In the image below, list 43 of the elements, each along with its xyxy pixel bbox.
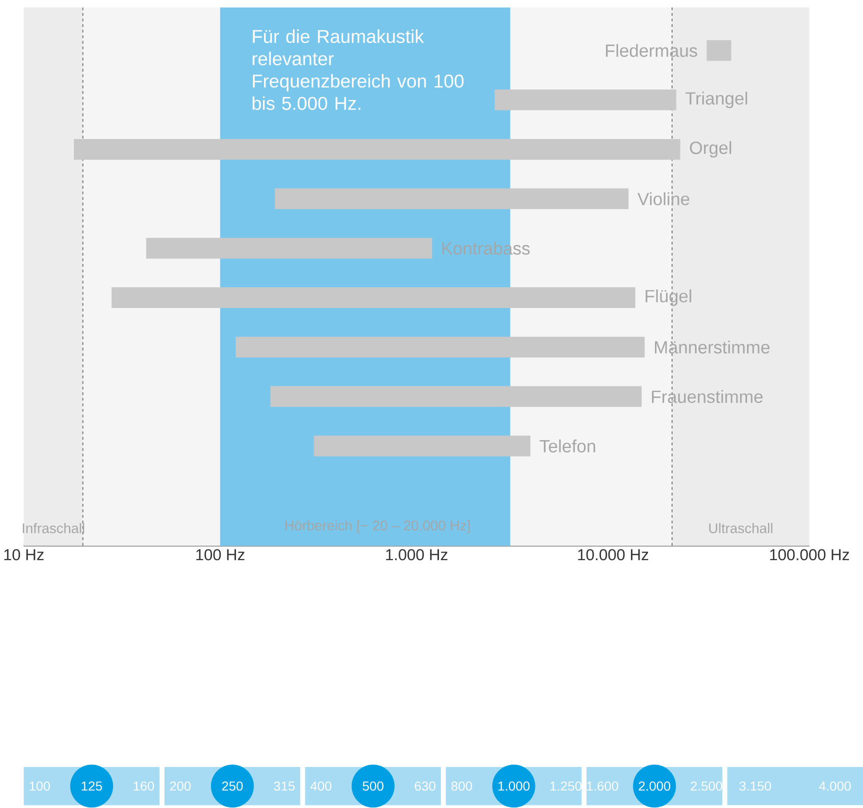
category-label: 1.250 [550,782,582,791]
category-label: 100 [30,782,50,791]
bar [274,188,629,210]
y-tick-label: Violine [637,192,690,206]
category-label: 400 [310,782,332,791]
bar [270,386,642,408]
bar [236,336,645,358]
category-label: 3.150 [739,782,772,791]
bar [146,238,432,259]
category-label: 1.000 [498,782,530,791]
band-label: Ultraschall [709,523,772,534]
category-label: 200 [170,782,191,791]
bar [706,40,732,62]
y-tick-label: Triangel [686,92,748,108]
x-tick-label: 10.000 Hz [578,549,648,561]
category-label: 315 [274,782,295,791]
category-label: 125 [82,782,102,791]
y-tick-label: Telefon [540,440,596,453]
y-tick-label: Frauenstimme [652,390,763,404]
bar [314,436,530,457]
category-label: 2.500 [690,782,722,791]
band-label: Hörbereich [~ 20 – 20.000 Hz] [285,520,470,534]
x-tick-label: 100.000 Hz [770,549,849,561]
category-label: 500 [362,782,384,791]
category-label: 630 [414,782,436,791]
y-tick-label: Flügel [646,290,692,306]
bar [112,288,636,308]
x-tick-label: 10 Hz [4,549,44,561]
category-label: 800 [451,782,472,791]
category-label: 1.600 [587,782,618,791]
category-label: 250 [222,782,243,791]
bar [494,90,676,111]
category-label: 4.000 [819,782,851,791]
bar [74,139,680,160]
x-tick-label: 1.000 Hz [386,549,448,561]
band-label: Für die Raumakustik relevanter Frequenzbereich von 100 bis 5.000 Hz. [252,30,464,110]
category-label: 2.000 [638,782,670,791]
y-tick-label: Männerstimme [654,340,770,354]
band-label: Infraschall [22,523,84,534]
y-tick-label: Orgel [690,141,732,158]
y-tick-label: Fledermaus [606,44,698,58]
x-tick-label: 100 Hz [196,549,244,561]
category-label: 160 [134,782,154,791]
